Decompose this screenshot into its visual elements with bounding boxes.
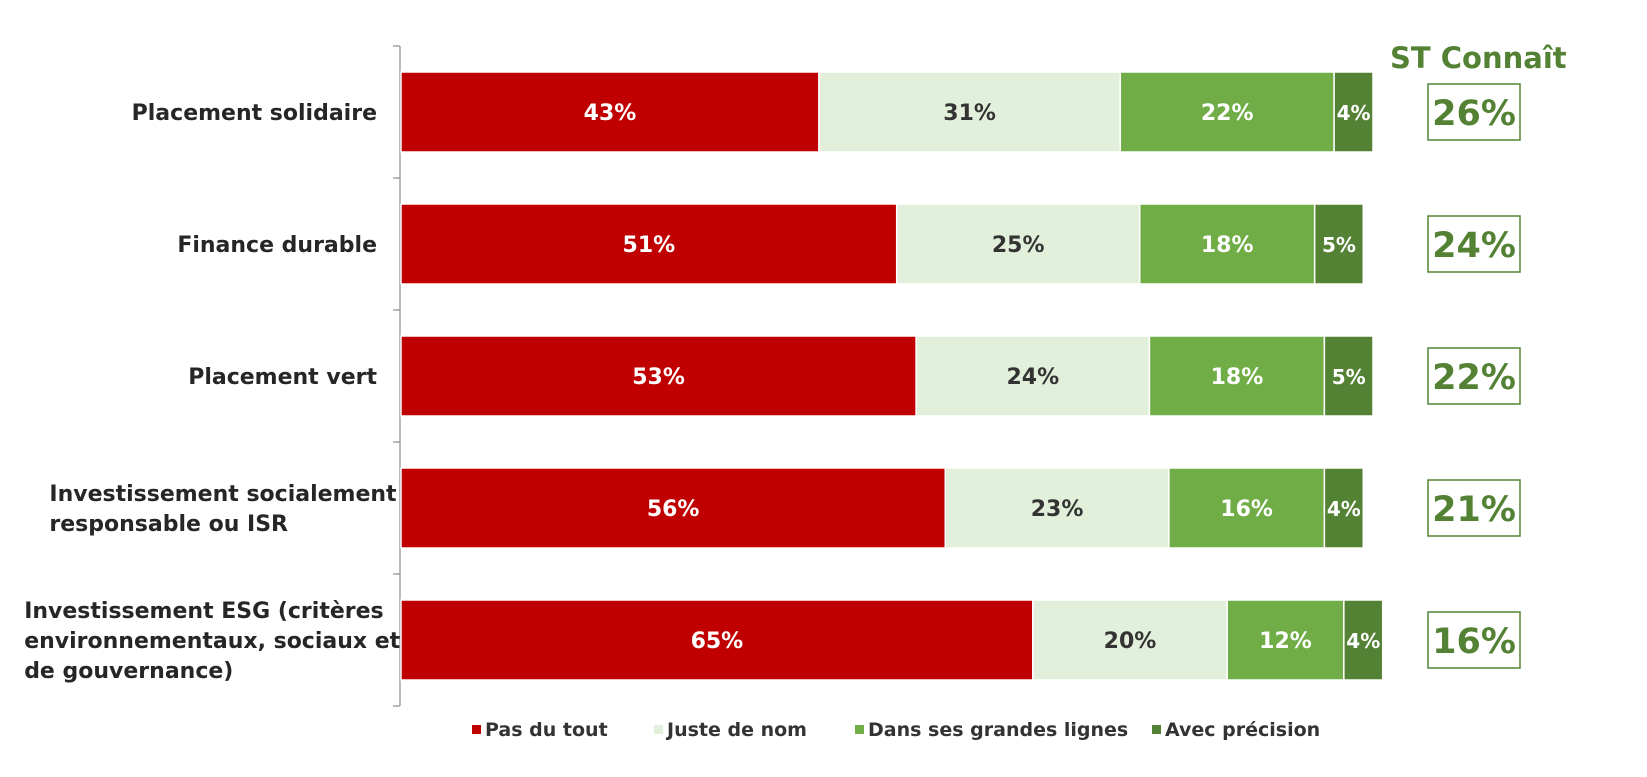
category-label-line: Placement vert [188,365,377,390]
category-label-line: Placement solidaire [132,101,377,126]
category-label-line: de gouvernance) [24,659,233,684]
bar-segment [1323,335,1374,417]
category-labels: Placement solidaire Finance durable Placem… [24,101,400,684]
data-label: 4% [1346,629,1380,653]
category-label-line: Finance durable [177,233,377,258]
bar-segment [400,335,917,417]
category-label-line: responsable ou ISR [49,512,288,537]
category-label: Investissement socialement responsable ou… [49,482,397,537]
side-value-box [1427,347,1521,405]
data-label: 31% [943,101,996,126]
st-connait-column: ST Connaît 26% 24% 22% 21% 16% [1390,41,1567,669]
legend-label: Juste de nom [665,719,807,741]
category-label: Finance durable [177,233,377,258]
data-label: 18% [1211,365,1264,390]
bar-segment [1168,467,1326,549]
category-label: Placement solidaire [132,101,377,126]
data-label: 22% [1201,101,1254,126]
axis-layer [393,45,401,707]
bar-segment [1343,599,1384,681]
side-value: 16% [1432,622,1516,662]
bar-segment [1226,599,1345,681]
bar-segment [818,71,1122,153]
side-value-box [1427,479,1521,537]
data-label: 24% [1006,365,1059,390]
legend: Pas du tout Juste de nom Dans ses grandes … [472,719,1320,741]
data-label: 65% [691,629,744,654]
category-label: Placement vert [188,365,377,390]
side-value-box [1427,83,1521,141]
side-column-title: ST Connaît [1390,41,1567,75]
side-value: 26% [1432,94,1516,134]
legend-label: Avec précision [1165,719,1320,741]
bar-segment [944,467,1170,549]
bar-segment [400,71,820,153]
legend-swatch [472,725,481,734]
legend-label: Dans ses grandes lignes [868,719,1128,741]
bar-segment [1313,203,1365,285]
category-label-line: Investissement socialement [49,482,397,507]
legend-swatch [1152,725,1161,734]
bar-segment [1333,71,1374,153]
data-label: 20% [1104,629,1157,654]
data-label: 5% [1322,233,1356,257]
legend-swatch [654,725,663,734]
data-label: 43% [584,101,637,126]
bar-segment [400,599,1034,681]
data-label: 56% [647,497,700,522]
bar-segment [1323,467,1365,549]
bars-layer: 43% 31% 22% 4% 51% 25% 18% 5% 53% 24% 18% 5% 56% 23% 1… [400,71,1384,681]
bar-segment [1148,335,1326,417]
category-label-line: Investissement ESG (critères [24,599,383,624]
bar-segment [1119,71,1335,153]
data-label: 51% [623,233,676,258]
data-label: 4% [1337,101,1371,125]
legend-label: Pas du tout [485,719,608,741]
data-label: 5% [1332,365,1366,389]
bar-segment [400,467,947,549]
legend-swatch [855,725,864,734]
side-value-box [1427,215,1521,273]
bar-segment [895,203,1141,285]
side-value: 22% [1432,358,1516,398]
data-label: 53% [632,365,685,390]
side-value: 21% [1432,490,1516,530]
data-label: 18% [1201,233,1254,258]
bar-segment [400,203,898,285]
data-label: 23% [1031,497,1084,522]
data-label: 12% [1259,629,1312,654]
side-value: 24% [1432,226,1516,266]
data-label: 25% [992,233,1045,258]
category-label-line: environnementaux, sociaux et [24,629,400,654]
data-label: 16% [1220,497,1273,522]
category-label: Investissement ESG (critères environnemen… [24,599,400,684]
data-label: 4% [1327,497,1361,521]
side-value-box [1427,611,1521,669]
